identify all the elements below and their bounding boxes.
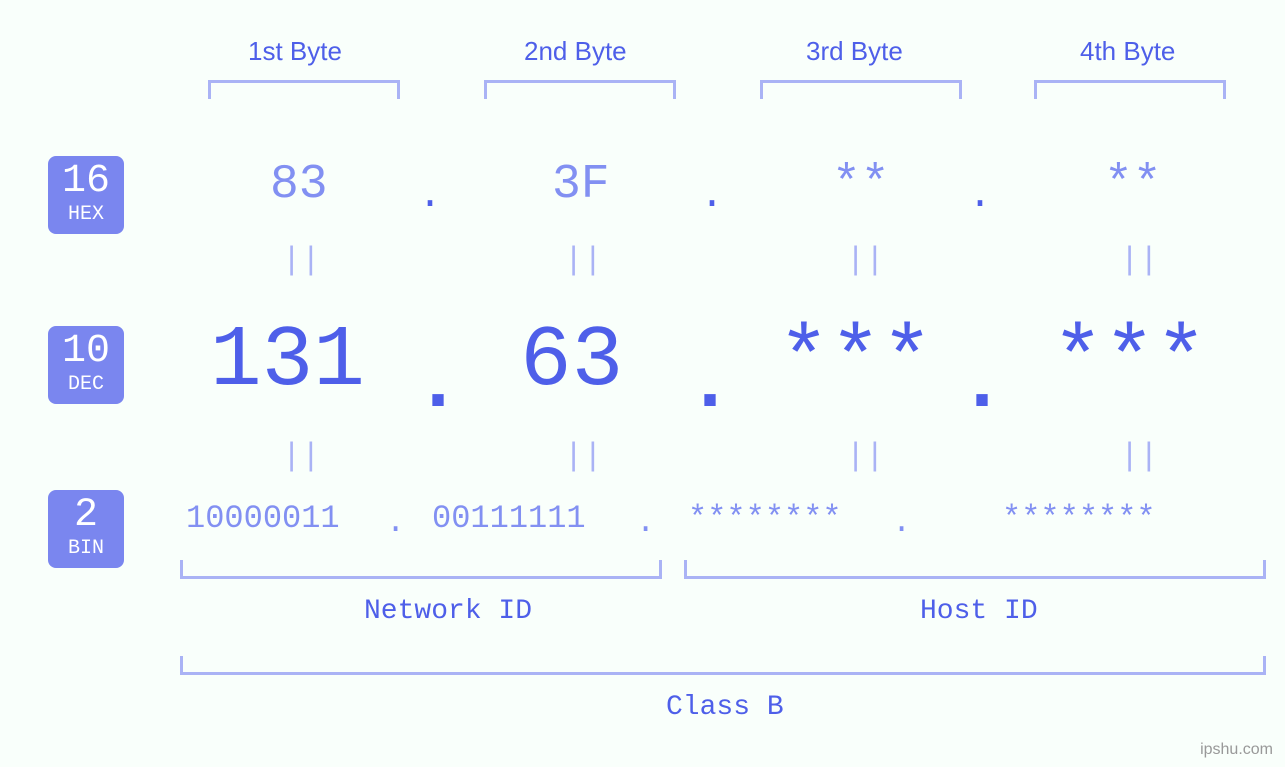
hex-byte-2: 3F (552, 158, 610, 212)
bin-dot-1: . (386, 504, 405, 541)
eq-2-2: || (564, 438, 602, 475)
bin-byte-3: ******** (688, 500, 842, 537)
class-bracket (180, 656, 1266, 675)
byte-header-1: 1st Byte (248, 36, 342, 67)
hex-dot-3: . (968, 174, 992, 219)
host-label: Host ID (920, 596, 1038, 627)
byte-bracket-4 (1034, 80, 1226, 99)
bin-base: 2 (48, 496, 124, 536)
bin-label: BIN (48, 538, 124, 560)
network-label: Network ID (364, 596, 532, 627)
byte-bracket-1 (208, 80, 400, 99)
byte-header-3: 3rd Byte (806, 36, 903, 67)
dec-byte-2: 63 (520, 312, 623, 410)
dec-base: 10 (48, 332, 124, 372)
byte-bracket-3 (760, 80, 962, 99)
dec-dot-1: . (414, 340, 462, 431)
host-bracket (684, 560, 1266, 579)
dec-byte-3: *** (778, 312, 933, 410)
dec-byte-1: 131 (210, 312, 365, 410)
dec-byte-4: *** (1052, 312, 1207, 410)
eq-1-2: || (564, 242, 602, 279)
eq-1-3: || (846, 242, 884, 279)
eq-2-4: || (1120, 438, 1158, 475)
hex-badge: 16 HEX (48, 156, 124, 234)
dec-dot-3: . (958, 340, 1006, 431)
bin-dot-3: . (892, 504, 911, 541)
hex-byte-3: ** (832, 158, 890, 212)
byte-bracket-2 (484, 80, 676, 99)
class-label: Class B (666, 692, 784, 723)
eq-2-1: || (282, 438, 320, 475)
hex-byte-1: 83 (270, 158, 328, 212)
hex-byte-4: ** (1104, 158, 1162, 212)
hex-dot-1: . (418, 174, 442, 219)
byte-header-2: 2nd Byte (524, 36, 627, 67)
bin-byte-4: ******** (1002, 500, 1156, 537)
dec-label: DEC (48, 374, 124, 396)
bin-byte-1: 10000011 (186, 500, 340, 537)
bin-byte-2: 00111111 (432, 500, 586, 537)
hex-label: HEX (48, 204, 124, 226)
watermark: ipshu.com (1200, 741, 1273, 759)
byte-header-4: 4th Byte (1080, 36, 1175, 67)
hex-dot-2: . (700, 174, 724, 219)
eq-2-3: || (846, 438, 884, 475)
eq-1-1: || (282, 242, 320, 279)
bin-badge: 2 BIN (48, 490, 124, 568)
bin-dot-2: . (636, 504, 655, 541)
dec-badge: 10 DEC (48, 326, 124, 404)
hex-base: 16 (48, 162, 124, 202)
eq-1-4: || (1120, 242, 1158, 279)
network-bracket (180, 560, 662, 579)
dec-dot-2: . (686, 340, 734, 431)
